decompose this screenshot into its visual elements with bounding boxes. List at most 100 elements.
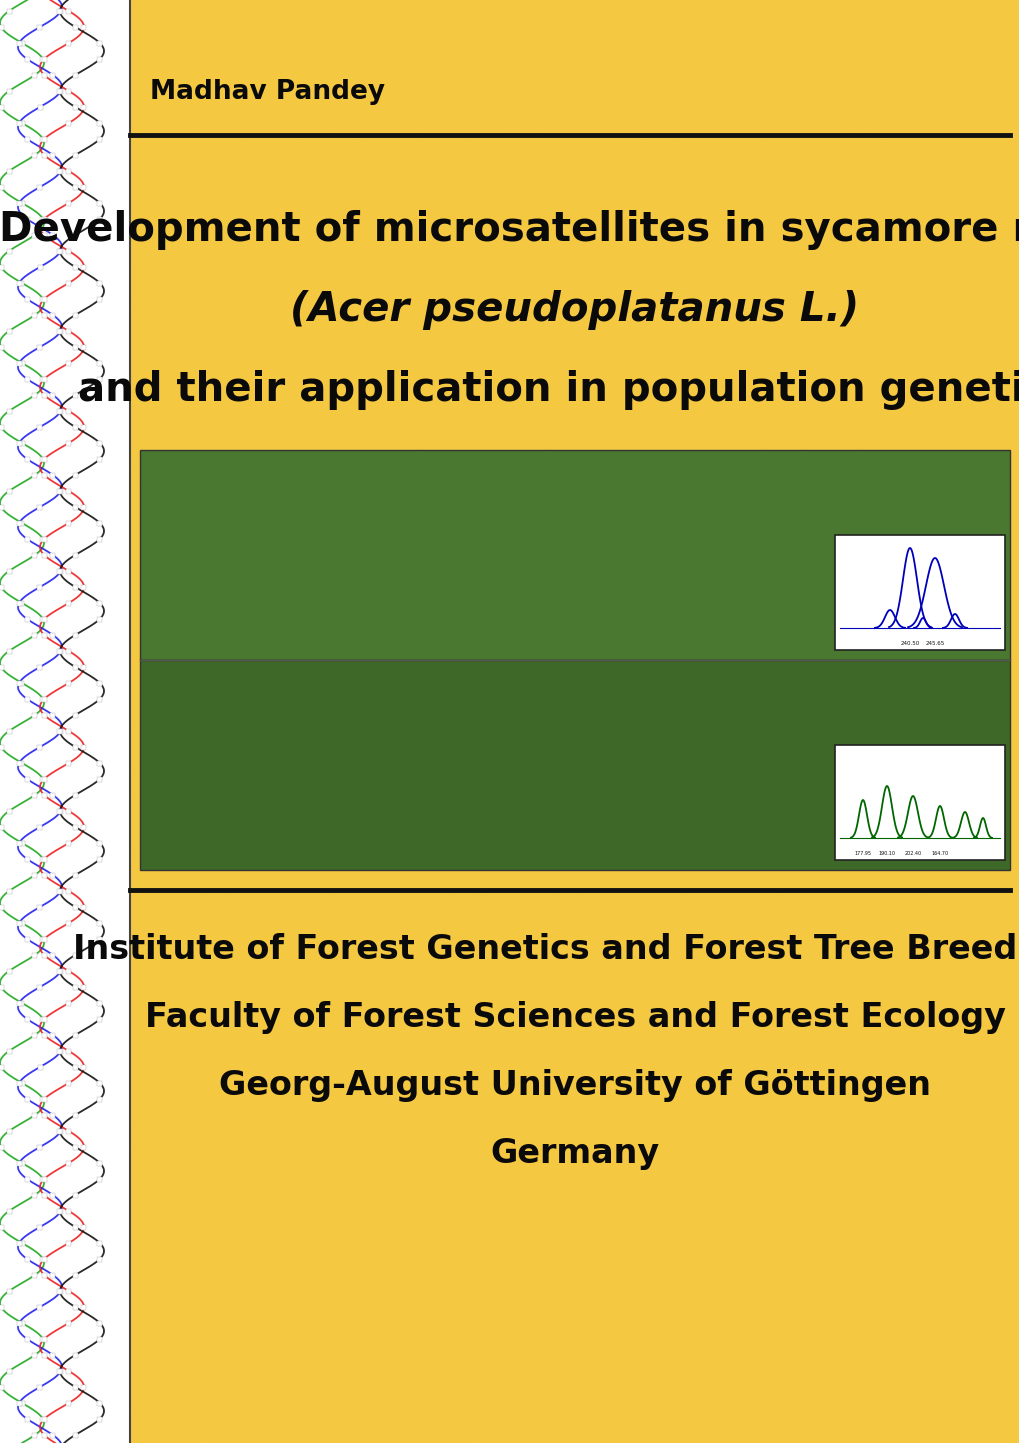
Point bbox=[504, 524, 521, 547]
Point bbox=[422, 307, 438, 330]
Point bbox=[989, 1055, 1006, 1078]
Point bbox=[534, 723, 550, 746]
Point bbox=[620, 694, 636, 717]
Point bbox=[571, 730, 587, 753]
Point bbox=[202, 244, 218, 267]
Point bbox=[712, 123, 729, 146]
Bar bbox=[97, 1097, 102, 1101]
Point bbox=[125, 257, 142, 280]
Point bbox=[310, 274, 326, 297]
Point bbox=[800, 444, 816, 468]
Point bbox=[792, 544, 808, 567]
Bar bbox=[66, 1241, 71, 1245]
Point bbox=[239, 642, 256, 665]
Point bbox=[934, 574, 951, 597]
Bar bbox=[97, 121, 102, 126]
Point bbox=[406, 631, 422, 654]
Point bbox=[934, 424, 951, 447]
Point bbox=[811, 639, 827, 662]
Point bbox=[705, 1245, 721, 1268]
Point bbox=[784, 51, 800, 74]
Point bbox=[603, 0, 620, 14]
Point bbox=[372, 489, 388, 512]
Point bbox=[1011, 606, 1019, 629]
Bar bbox=[33, 153, 38, 157]
Bar bbox=[58, 408, 63, 414]
Point bbox=[964, 225, 980, 248]
Point bbox=[902, 45, 918, 68]
Point bbox=[915, 1131, 931, 1154]
Point bbox=[823, 1036, 840, 1059]
Point bbox=[567, 1045, 583, 1068]
Bar bbox=[66, 121, 71, 126]
Point bbox=[529, 452, 545, 475]
Point bbox=[258, 957, 274, 980]
Point bbox=[380, 251, 396, 274]
Point bbox=[802, 343, 818, 367]
Point bbox=[916, 0, 932, 22]
Bar bbox=[38, 824, 43, 830]
Point bbox=[276, 13, 292, 36]
Point bbox=[930, 524, 947, 547]
Point bbox=[853, 372, 869, 395]
Point bbox=[275, 494, 291, 517]
Point bbox=[165, 662, 181, 685]
Point bbox=[754, 1329, 770, 1352]
Point bbox=[731, 988, 747, 1012]
Point bbox=[194, 1045, 210, 1068]
Point bbox=[848, 1297, 864, 1320]
Point bbox=[537, 1280, 553, 1303]
Point bbox=[380, 479, 396, 502]
Point bbox=[450, 1147, 467, 1170]
Point bbox=[486, 33, 502, 56]
Point bbox=[483, 652, 499, 675]
Point bbox=[981, 196, 998, 219]
Point bbox=[469, 564, 485, 587]
Point bbox=[913, 1062, 929, 1085]
Bar bbox=[58, 968, 63, 974]
Point bbox=[943, 931, 959, 954]
Point bbox=[717, 729, 734, 752]
Point bbox=[631, 227, 647, 250]
Point bbox=[883, 107, 900, 130]
Point bbox=[486, 1007, 502, 1030]
Point bbox=[336, 693, 353, 716]
Point bbox=[835, 1082, 851, 1105]
Point bbox=[1004, 977, 1019, 1000]
Bar bbox=[33, 713, 38, 717]
Point bbox=[251, 124, 267, 147]
Point bbox=[173, 1198, 190, 1221]
Point bbox=[937, 372, 954, 395]
Point bbox=[673, 860, 689, 883]
Point bbox=[226, 824, 243, 847]
Point bbox=[793, 408, 809, 431]
Point bbox=[835, 227, 851, 250]
Point bbox=[800, 126, 816, 149]
Bar bbox=[19, 121, 24, 126]
Bar bbox=[42, 56, 47, 62]
Point bbox=[770, 1388, 787, 1411]
Point bbox=[943, 1072, 959, 1095]
Point bbox=[562, 312, 579, 335]
Point bbox=[195, 267, 211, 290]
Point bbox=[706, 189, 722, 212]
Point bbox=[520, 798, 536, 821]
Point bbox=[844, 416, 860, 439]
Point bbox=[148, 1322, 164, 1345]
Point bbox=[284, 51, 301, 74]
Bar bbox=[82, 1304, 87, 1309]
Point bbox=[135, 625, 151, 648]
Point bbox=[495, 925, 512, 948]
Point bbox=[320, 719, 336, 742]
Point bbox=[730, 1049, 746, 1072]
Point bbox=[747, 854, 763, 877]
Point bbox=[486, 616, 502, 639]
Point bbox=[985, 817, 1002, 840]
Point bbox=[584, 328, 600, 351]
Point bbox=[817, 333, 834, 356]
Point bbox=[544, 215, 560, 238]
Point bbox=[937, 1335, 954, 1358]
Point bbox=[905, 1257, 921, 1280]
Point bbox=[833, 489, 849, 512]
Point bbox=[196, 63, 212, 87]
